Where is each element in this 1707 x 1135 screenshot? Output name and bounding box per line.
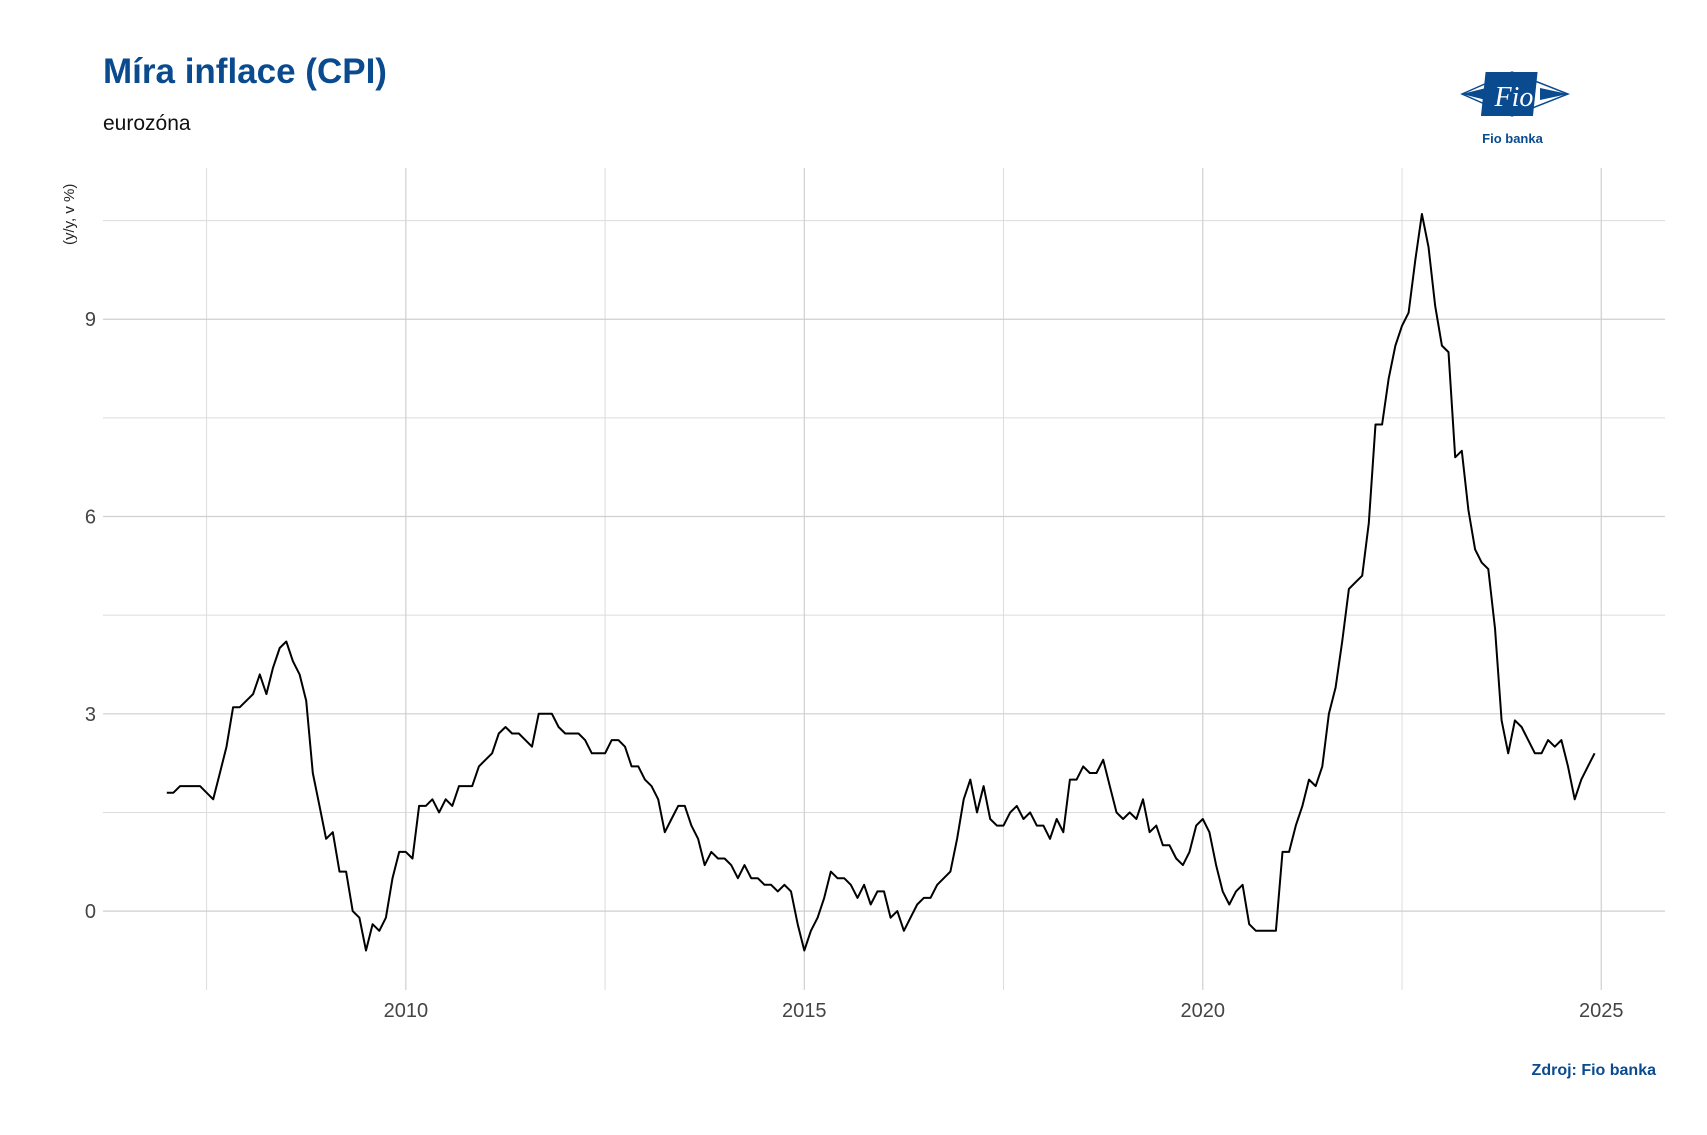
y-axis-title: (y/y, v %) (61, 184, 78, 245)
line-chart: 2010 2015 2020 2025 0 3 6 9 (y/y, v %) (61, 168, 1665, 1022)
chart-subtitle: eurozóna (103, 112, 191, 135)
x-tick-label: 2020 (1181, 1000, 1226, 1022)
source-note: Zdroj: Fio banka (1531, 1062, 1656, 1079)
y-tick-label: 3 (85, 704, 96, 726)
fio-logo-icon: Fio (1460, 71, 1571, 117)
cpi-series-line (166, 213, 1596, 952)
y-tick-label: 9 (85, 309, 96, 331)
x-tick-label: 2015 (782, 1000, 827, 1022)
y-axis: 0 3 6 9 (85, 309, 96, 923)
chart-grid (103, 168, 1665, 990)
logo-caption: Fio banka (1482, 131, 1543, 146)
chart-title: Míra inflace (CPI) (103, 52, 387, 91)
y-tick-label: 0 (85, 901, 96, 923)
x-axis: 2010 2015 2020 2025 (384, 1000, 1624, 1022)
series-group (166, 213, 1596, 952)
x-tick-label: 2010 (384, 1000, 429, 1022)
fio-banka-logo: Fio Fio banka (1460, 68, 1571, 150)
svg-text:Fio: Fio (1494, 82, 1534, 113)
y-tick-label: 6 (85, 507, 96, 529)
x-tick-label: 2025 (1579, 1000, 1624, 1022)
